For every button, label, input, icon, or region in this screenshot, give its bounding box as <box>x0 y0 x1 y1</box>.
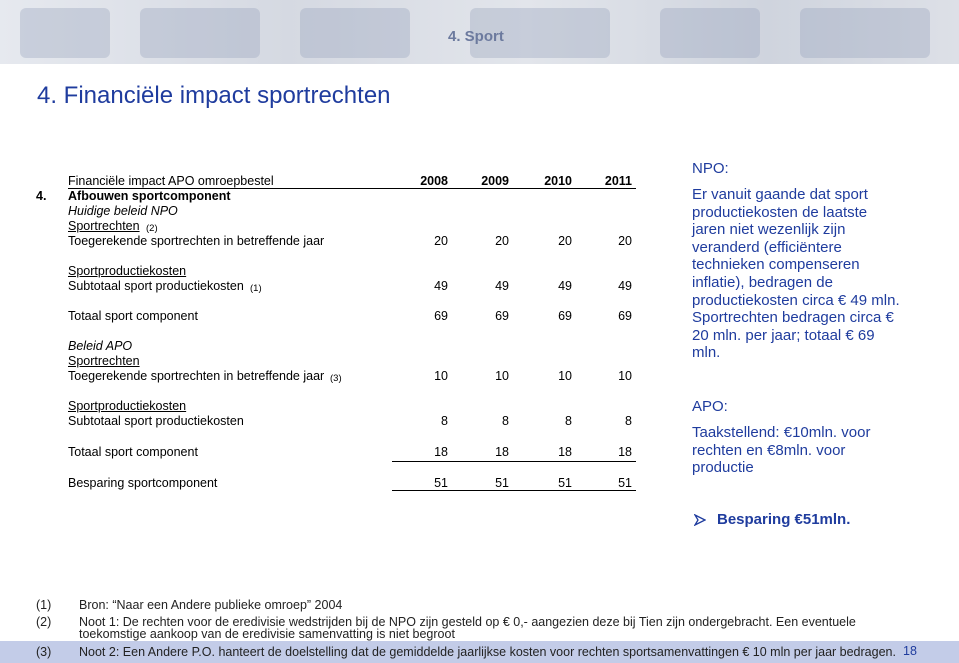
footnote-marker: (3) <box>36 645 52 659</box>
cell-value: 69 <box>434 309 448 323</box>
bullet-arrow <box>694 514 706 526</box>
rule <box>68 188 636 189</box>
row-label: Huidige beleid NPO <box>68 204 178 218</box>
row-label: Sportproductiekosten <box>68 264 187 278</box>
apo-heading: APO: <box>692 398 728 415</box>
row-note: (2) <box>146 223 158 234</box>
footer-bar <box>0 641 959 663</box>
cell-value: 51 <box>495 476 509 490</box>
item-number: 4. <box>36 189 47 203</box>
row-label: Besparing sportcomponent <box>68 476 218 490</box>
year-header: 2011 <box>604 174 632 188</box>
row-label: Totaal sport component <box>68 309 198 323</box>
footnote-marker: (1) <box>36 598 52 612</box>
rule <box>392 490 636 491</box>
cell-value: 8 <box>502 414 509 428</box>
rule <box>392 461 636 462</box>
row-note: (3) <box>330 373 342 384</box>
page-number: 18 <box>903 644 917 658</box>
cell-value: 18 <box>558 445 572 459</box>
cell-value: 51 <box>618 476 632 490</box>
cell-value: 8 <box>441 414 448 428</box>
npo-text: Er vanuit gaande dat sport productiekost… <box>692 186 900 362</box>
row-label: Toegerekende sportrechten in betreffende… <box>68 234 325 248</box>
row-label: Totaal sport component <box>68 445 198 459</box>
table-caption: Financiële impact APO omroepbestel <box>68 174 274 188</box>
year-header: 2009 <box>481 174 509 188</box>
apo-text: Taakstellend: €10mln. voor rechten en €8… <box>692 424 871 477</box>
year-header: 2010 <box>544 174 572 188</box>
cell-value: 10 <box>495 369 509 383</box>
cell-value: 49 <box>558 279 572 293</box>
cell-value: 49 <box>618 279 632 293</box>
row-label: Sportrechten <box>68 354 140 368</box>
footnote-text: Bron: “Naar een Andere publieke omroep” … <box>79 598 343 612</box>
row-label: Afbouwen sportcomponent <box>68 189 231 203</box>
cell-value: 69 <box>618 309 632 323</box>
cell-value: 69 <box>558 309 572 323</box>
cell-value: 20 <box>434 234 448 248</box>
cell-value: 18 <box>495 445 509 459</box>
cell-value: 51 <box>558 476 572 490</box>
cell-value: 10 <box>558 369 572 383</box>
cell-value: 8 <box>625 414 632 428</box>
banner <box>0 0 959 64</box>
footnote-text: Noot 1: De rechten voor de eredivisie we… <box>79 615 856 641</box>
cell-value: 18 <box>618 445 632 459</box>
row-label: Sportrechten <box>68 219 140 233</box>
section-label: 4. Sport <box>448 28 504 45</box>
footnote-marker: (2) <box>36 615 52 629</box>
row-label: Subtotaal sport productiekosten <box>68 279 244 293</box>
cell-value: 20 <box>558 234 572 248</box>
cell-value: 18 <box>434 445 448 459</box>
cell-value: 20 <box>495 234 509 248</box>
row-label: Beleid APO <box>68 339 133 353</box>
row-label: Subtotaal sport productiekosten <box>68 414 244 428</box>
cell-value: 10 <box>618 369 632 383</box>
conclusion: Besparing €51mln. <box>717 511 851 528</box>
cell-value: 10 <box>434 369 448 383</box>
row-label: Toegerekende sportrechten in betreffende… <box>68 369 325 383</box>
slide-title: 4. Financiële impact sportrechten <box>37 82 391 109</box>
cell-value: 49 <box>434 279 448 293</box>
row-note: (1) <box>250 283 262 294</box>
cell-value: 49 <box>495 279 509 293</box>
npo-heading: NPO: <box>692 160 729 177</box>
cell-value: 8 <box>565 414 572 428</box>
footnote-text: Noot 2: Een Andere P.O. hanteert de doel… <box>79 645 896 659</box>
cell-value: 20 <box>618 234 632 248</box>
cell-value: 51 <box>434 476 448 490</box>
year-header: 2008 <box>420 174 448 188</box>
cell-value: 69 <box>495 309 509 323</box>
row-label: Sportproductiekosten <box>68 399 187 413</box>
